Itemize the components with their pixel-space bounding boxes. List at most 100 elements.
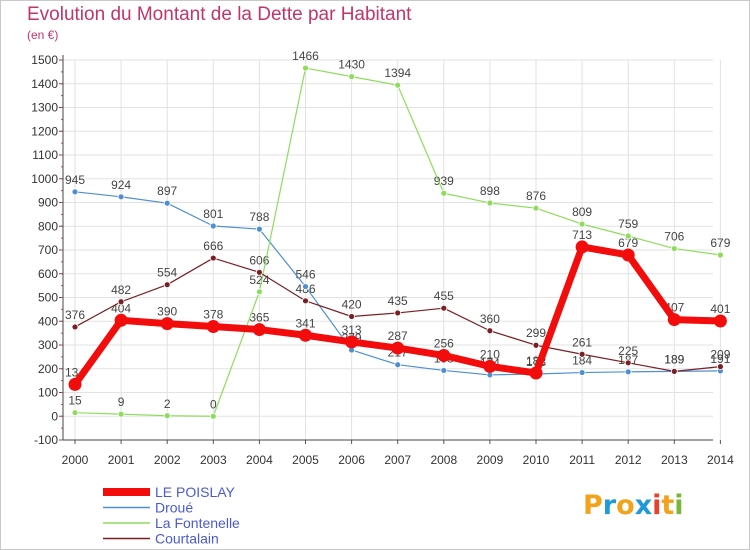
data-label: 679: [710, 236, 730, 250]
data-label: 378: [203, 307, 223, 321]
data-point: [670, 367, 678, 375]
data-label: 376: [65, 308, 85, 322]
data-label: 713: [572, 228, 592, 242]
chart-title: Evolution du Montant de la Dette par Hab…: [27, 4, 412, 25]
grid-lines: [63, 59, 721, 441]
logo-letter: i: [674, 490, 684, 521]
data-point: [578, 220, 586, 228]
x-tick-label: 2012: [615, 453, 642, 467]
data-label: 554: [157, 266, 177, 280]
data-point: [71, 409, 79, 417]
data-point: [71, 323, 79, 331]
x-tick-label: 2008: [430, 453, 457, 467]
x-tick-label: 2009: [477, 453, 504, 467]
series-courtalain: [71, 254, 724, 375]
series-le-poislay: [68, 240, 727, 391]
data-point: [71, 188, 79, 196]
data-point: [713, 314, 727, 328]
logo-letter: r: [602, 490, 617, 521]
data-label: 360: [480, 312, 500, 326]
y-tick-label: -100: [34, 433, 58, 447]
data-label: 341: [295, 316, 315, 330]
x-tick-label: 2003: [200, 453, 227, 467]
logo-letter: P: [583, 490, 603, 521]
series-group: 9459248978017885462792171931741781841871…: [65, 49, 731, 420]
y-tick-label: 800: [38, 219, 58, 233]
data-point: [717, 363, 724, 371]
data-label: 898: [480, 184, 500, 198]
data-label: 287: [388, 329, 408, 343]
data-point: [302, 283, 309, 290]
data-point: [163, 412, 171, 420]
data-point: [209, 412, 217, 420]
data-label: 706: [664, 230, 684, 244]
data-point: [621, 248, 635, 262]
data-label: 209: [710, 348, 730, 362]
data-point: [348, 313, 356, 320]
x-tick-label: 2001: [108, 453, 135, 467]
data-label: 524: [249, 273, 269, 287]
data-label: 546: [295, 268, 315, 282]
data-label: 15: [68, 394, 82, 408]
data-point: [348, 73, 356, 81]
data-point: [667, 313, 681, 327]
legend-label: LE POISLAY: [155, 484, 236, 500]
x-tick-label: 2014: [707, 453, 734, 467]
data-point: [440, 304, 448, 312]
data-point: [624, 359, 632, 367]
data-point: [160, 317, 174, 331]
data-label: 455: [434, 289, 454, 303]
y-tick-labels: -100 0 100 200 300 400 500 600 700 800 900 1000 1100…: [31, 53, 58, 447]
y-tick-label: 1100: [32, 148, 58, 162]
data-label: 365: [249, 311, 269, 325]
data-point: [394, 81, 402, 89]
data-point: [532, 204, 540, 212]
data-label: 225: [618, 344, 638, 358]
series-la-fontenelle: [71, 64, 724, 420]
axes: [59, 55, 721, 444]
x-tick-label: 2000: [62, 453, 89, 467]
y-tick-label: 200: [38, 362, 58, 376]
x-tick-label: 2004: [246, 453, 273, 467]
data-point: [483, 359, 497, 373]
proxiti-logo: Proxiti: [583, 490, 684, 521]
data-point: [163, 199, 171, 207]
data-label: 189: [664, 352, 684, 366]
data-point: [394, 309, 402, 317]
legend-item: La Fontenelle: [103, 515, 240, 531]
data-point: [255, 225, 263, 233]
data-point: [624, 368, 632, 376]
data-point: [345, 335, 359, 349]
data-label: 482: [111, 283, 131, 297]
data-point: [437, 348, 451, 362]
data-point: [206, 319, 220, 333]
chart-subtitle: (en €): [27, 28, 59, 42]
data-label: 788: [249, 210, 269, 224]
x-tick-label: 2006: [338, 453, 365, 467]
data-label: 666: [203, 239, 223, 253]
data-point: [440, 367, 448, 374]
logo-letter: t: [661, 490, 675, 521]
y-tick-label: 0: [51, 409, 58, 423]
data-point: [302, 64, 309, 72]
y-tick-label: 500: [38, 291, 58, 305]
y-tick-label: 900: [38, 196, 58, 210]
data-label: 897: [157, 184, 177, 198]
data-point: [117, 410, 125, 418]
y-tick-label: 600: [38, 267, 58, 281]
data-point: [252, 323, 266, 337]
data-label: 401: [710, 302, 730, 316]
legend-label: La Fontenelle: [155, 515, 240, 531]
y-tick-label: 1300: [31, 101, 58, 115]
data-point: [302, 297, 309, 305]
y-tick-label: 1200: [31, 124, 58, 138]
data-point: [209, 222, 217, 230]
data-label: 210: [480, 347, 500, 361]
data-point: [117, 298, 125, 306]
legend-label: Courtalain: [155, 531, 219, 547]
data-label: 435: [388, 294, 408, 308]
data-point: [670, 245, 678, 252]
y-tick-label: 400: [38, 314, 58, 328]
